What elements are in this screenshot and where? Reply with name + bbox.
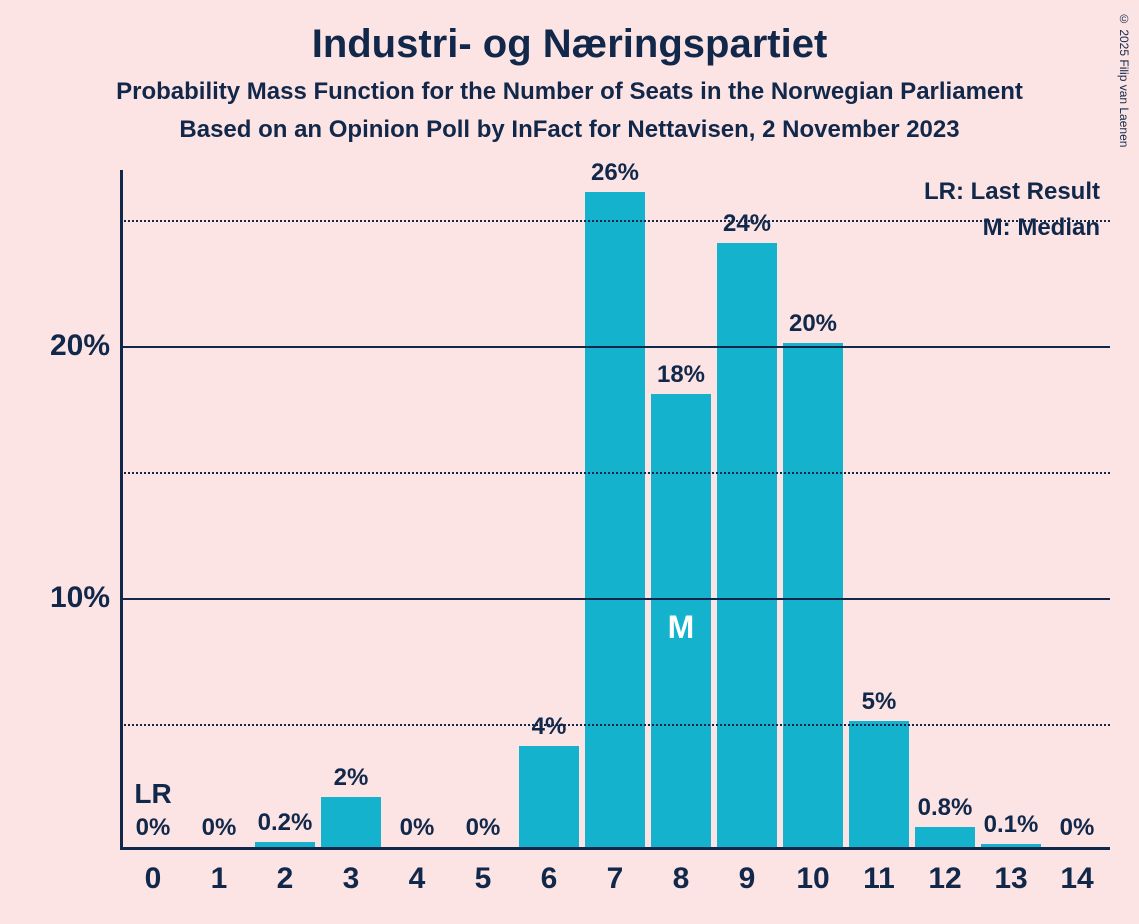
chart-subtitle-1: Probability Mass Function for the Number… bbox=[0, 78, 1139, 106]
x-tick-label: 10 bbox=[796, 862, 829, 896]
bar-value-label: 0% bbox=[136, 814, 171, 842]
median-marker: M bbox=[668, 609, 695, 646]
bar-value-label: 20% bbox=[789, 310, 837, 338]
lr-marker: LR bbox=[134, 778, 171, 810]
bar bbox=[717, 243, 778, 847]
bar bbox=[915, 827, 976, 847]
x-tick-label: 12 bbox=[928, 862, 961, 896]
x-tick-label: 13 bbox=[994, 862, 1027, 896]
plot-area: LR: Last Result M: Median 0%LR00%10.2%22… bbox=[120, 170, 1110, 850]
bar bbox=[321, 797, 382, 847]
bar-value-label: 5% bbox=[862, 688, 897, 716]
bar-value-label: 0.1% bbox=[984, 811, 1039, 839]
x-tick-label: 1 bbox=[211, 862, 228, 896]
bar-value-label: 0.8% bbox=[918, 794, 973, 822]
y-tick-label: 20% bbox=[20, 329, 110, 363]
x-tick-label: 7 bbox=[607, 862, 624, 896]
bar-value-label: 18% bbox=[657, 361, 705, 389]
bar-value-label: 0.2% bbox=[258, 809, 313, 837]
bar-value-label: 2% bbox=[334, 764, 369, 792]
bar-value-label: 0% bbox=[400, 814, 435, 842]
x-tick-label: 8 bbox=[673, 862, 690, 896]
bar bbox=[585, 192, 646, 847]
x-tick-label: 6 bbox=[541, 862, 558, 896]
bar bbox=[981, 844, 1042, 847]
grid-minor bbox=[120, 724, 1110, 726]
grid-major bbox=[120, 346, 1110, 348]
grid-minor bbox=[120, 472, 1110, 474]
bar-value-label: 0% bbox=[1060, 814, 1095, 842]
x-tick-label: 5 bbox=[475, 862, 492, 896]
bar bbox=[849, 721, 910, 847]
chart-subtitle-2: Based on an Opinion Poll by InFact for N… bbox=[0, 116, 1139, 144]
x-tick-label: 9 bbox=[739, 862, 756, 896]
x-tick-label: 4 bbox=[409, 862, 426, 896]
y-tick-label: 10% bbox=[20, 581, 110, 615]
bar-value-label: 0% bbox=[202, 814, 237, 842]
bar bbox=[255, 842, 316, 847]
bar-value-label: 0% bbox=[466, 814, 501, 842]
grid-minor bbox=[120, 220, 1110, 222]
x-tick-label: 3 bbox=[343, 862, 360, 896]
chart-canvas: © 2025 Filip van Laenen Industri- og Nær… bbox=[0, 0, 1139, 924]
bar bbox=[783, 343, 844, 847]
bars-container: 0%LR00%10.2%22%30%40%54%626%718%M824%920… bbox=[120, 170, 1110, 850]
grid-major bbox=[120, 598, 1110, 600]
bar-value-label: 24% bbox=[723, 210, 771, 238]
chart-title: Industri- og Næringspartiet bbox=[0, 22, 1139, 67]
bar-value-label: 26% bbox=[591, 159, 639, 187]
x-tick-label: 14 bbox=[1060, 862, 1093, 896]
x-tick-label: 2 bbox=[277, 862, 294, 896]
bar bbox=[519, 746, 580, 847]
x-tick-label: 11 bbox=[863, 862, 895, 896]
x-tick-label: 0 bbox=[145, 862, 162, 896]
bar-value-label: 4% bbox=[532, 713, 567, 741]
